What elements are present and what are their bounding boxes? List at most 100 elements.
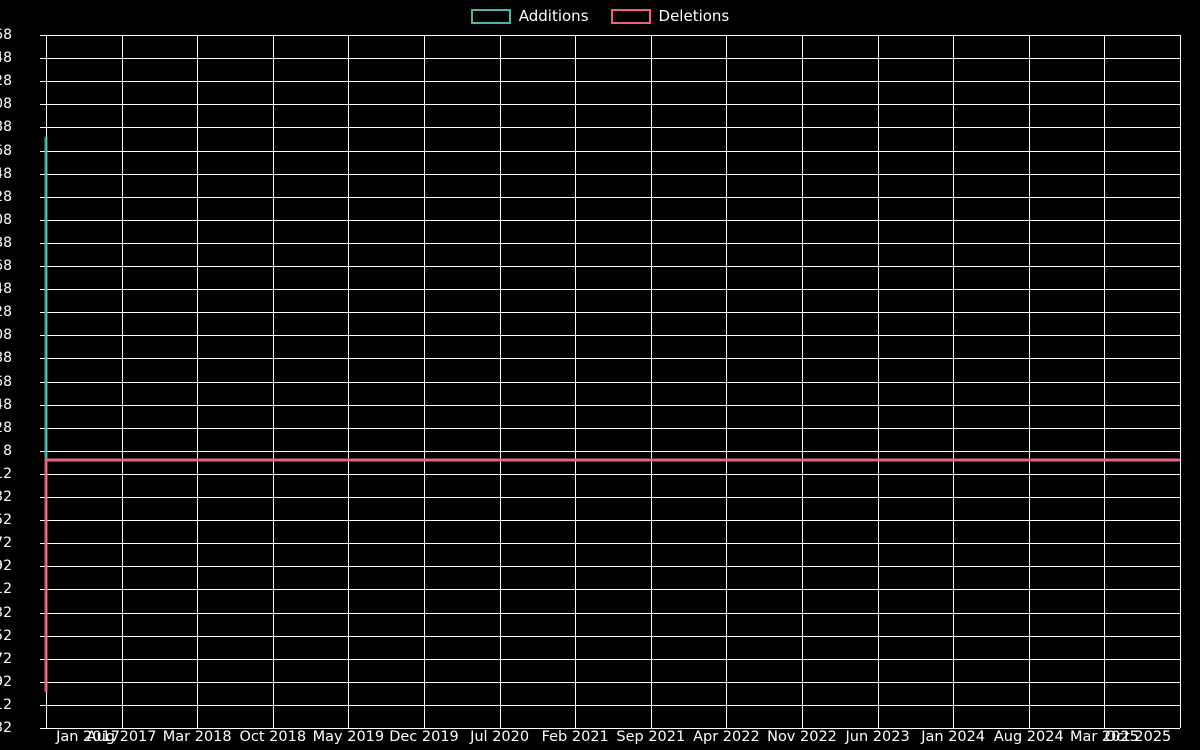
x-axis-tick-label: Aug 2024 xyxy=(993,729,1064,745)
gridline-vertical xyxy=(424,35,425,728)
gridline-horizontal xyxy=(46,682,1180,683)
y-axis-tick-mark xyxy=(40,312,46,313)
gridline-horizontal xyxy=(46,728,1180,729)
y-axis-tick-mark xyxy=(40,520,46,521)
gridline-vertical xyxy=(500,35,501,728)
y-axis-tick-mark xyxy=(40,358,46,359)
y-axis-tick-label: 248 xyxy=(0,165,12,182)
y-axis-tick-mark xyxy=(40,35,46,36)
y-axis-tick-label: 268 xyxy=(0,142,12,159)
gridline-vertical xyxy=(651,35,652,728)
x-axis-tick-label: Dec 2019 xyxy=(389,729,459,745)
y-axis-tick-label: 128 xyxy=(0,304,12,321)
x-axis-tick-label: Mar 2018 xyxy=(162,729,232,745)
y-axis-tick-label: -112 xyxy=(0,581,12,598)
gridline-vertical xyxy=(953,35,954,728)
legend-entry-deletions[interactable]: Deletions xyxy=(610,9,729,24)
y-axis-tick-mark xyxy=(40,58,46,59)
y-axis-tick-mark xyxy=(40,405,46,406)
y-axis-tick-mark xyxy=(40,682,46,683)
gridline-horizontal xyxy=(46,566,1180,567)
gridline-vertical xyxy=(1029,35,1030,728)
x-axis-tick-label: Apr 2022 xyxy=(693,729,760,745)
y-axis-tick-label: 368 xyxy=(0,27,12,43)
y-axis-tick-mark xyxy=(40,382,46,383)
y-axis-tick-label: 228 xyxy=(0,188,12,205)
y-axis-tick-label: 168 xyxy=(0,258,12,274)
series-line-deletions xyxy=(44,458,1180,693)
gridline-horizontal xyxy=(46,35,1180,36)
gridline-horizontal xyxy=(46,151,1180,152)
gridline-horizontal xyxy=(46,81,1180,82)
gridline-horizontal xyxy=(46,636,1180,637)
y-axis-tick-label: -172 xyxy=(0,650,12,667)
gridline-horizontal xyxy=(46,335,1180,336)
legend-swatch-additions-icon xyxy=(470,9,511,24)
y-axis-tick-label: 88 xyxy=(0,350,12,367)
gridline-vertical xyxy=(726,35,727,728)
gridline-horizontal xyxy=(46,613,1180,614)
y-axis-tick-label: 8 xyxy=(3,442,12,459)
legend-label-additions: Additions xyxy=(518,7,589,25)
x-axis-tick-label: May 2019 xyxy=(312,729,385,745)
y-axis-tick-mark xyxy=(40,451,46,452)
y-axis-tick-mark xyxy=(40,589,46,590)
y-axis-tick-label: -72 xyxy=(0,535,12,552)
gridline-horizontal xyxy=(46,289,1180,290)
gridline-vertical xyxy=(273,35,274,728)
y-axis-tick-label: 348 xyxy=(0,50,12,67)
y-axis-tick-mark xyxy=(40,220,46,221)
y-axis-tick-mark xyxy=(40,636,46,637)
gridline-horizontal xyxy=(46,58,1180,59)
y-axis-tick-mark xyxy=(40,728,46,729)
y-axis-tick-label: -12 xyxy=(0,465,12,482)
gridline-vertical xyxy=(802,35,803,728)
y-axis-tick-label: -132 xyxy=(0,604,12,621)
gridline-horizontal xyxy=(46,312,1180,313)
x-axis-tick-label: Oct 2025 xyxy=(1104,729,1172,745)
x-axis-tick-label: Oct 2018 xyxy=(239,729,307,745)
y-axis-tick-label: -152 xyxy=(0,627,12,644)
x-axis-tick-label: Nov 2022 xyxy=(767,729,837,745)
series-lines xyxy=(44,136,1180,693)
gridline-horizontal xyxy=(46,358,1180,359)
y-axis-tick-mark xyxy=(40,151,46,152)
gridline-vertical xyxy=(575,35,576,728)
y-axis-tick-mark xyxy=(40,81,46,82)
gridline-horizontal xyxy=(46,451,1180,452)
gridline-horizontal xyxy=(46,127,1180,128)
gridline-vertical xyxy=(1104,35,1105,728)
y-axis-tick-mark xyxy=(40,266,46,267)
y-axis-tick-mark xyxy=(40,659,46,660)
gridline-horizontal xyxy=(46,659,1180,660)
x-axis-tick-label: Jan 2024 xyxy=(921,729,986,745)
y-axis-tick-mark xyxy=(40,543,46,544)
y-axis-tick-mark xyxy=(40,127,46,128)
y-axis-tick-label: 208 xyxy=(0,211,12,228)
gridline-horizontal xyxy=(46,520,1180,521)
plot-area xyxy=(44,35,1181,729)
gridline-horizontal xyxy=(46,474,1180,475)
gridline-horizontal xyxy=(46,405,1180,406)
gridline-vertical xyxy=(878,35,879,728)
x-axis-tick-label: Jan 2017 xyxy=(56,729,120,745)
y-axis-tick-mark xyxy=(40,613,46,614)
y-axis-tick-label: 308 xyxy=(0,96,12,113)
gridline-horizontal xyxy=(46,543,1180,544)
x-axis-tick-label: Jul 2020 xyxy=(470,729,530,745)
gridline-vertical xyxy=(1180,35,1181,728)
y-axis-tick-mark xyxy=(40,174,46,175)
y-axis-tick-mark xyxy=(40,497,46,498)
gridline-vertical xyxy=(122,35,123,728)
y-axis-tick-label: -92 xyxy=(0,558,12,575)
gridline-horizontal xyxy=(46,705,1180,706)
x-axis-tick-label: Aug 2017 xyxy=(86,729,157,745)
gridline-horizontal xyxy=(46,220,1180,221)
y-axis-tick-mark xyxy=(40,474,46,475)
legend-entry-additions[interactable]: Additions xyxy=(470,7,589,25)
y-axis-tick-label: 68 xyxy=(0,373,12,390)
gridline-horizontal xyxy=(46,382,1180,383)
gridline-horizontal xyxy=(46,104,1180,105)
y-axis-tick-mark xyxy=(40,104,46,105)
y-axis-tick-mark xyxy=(40,289,46,290)
